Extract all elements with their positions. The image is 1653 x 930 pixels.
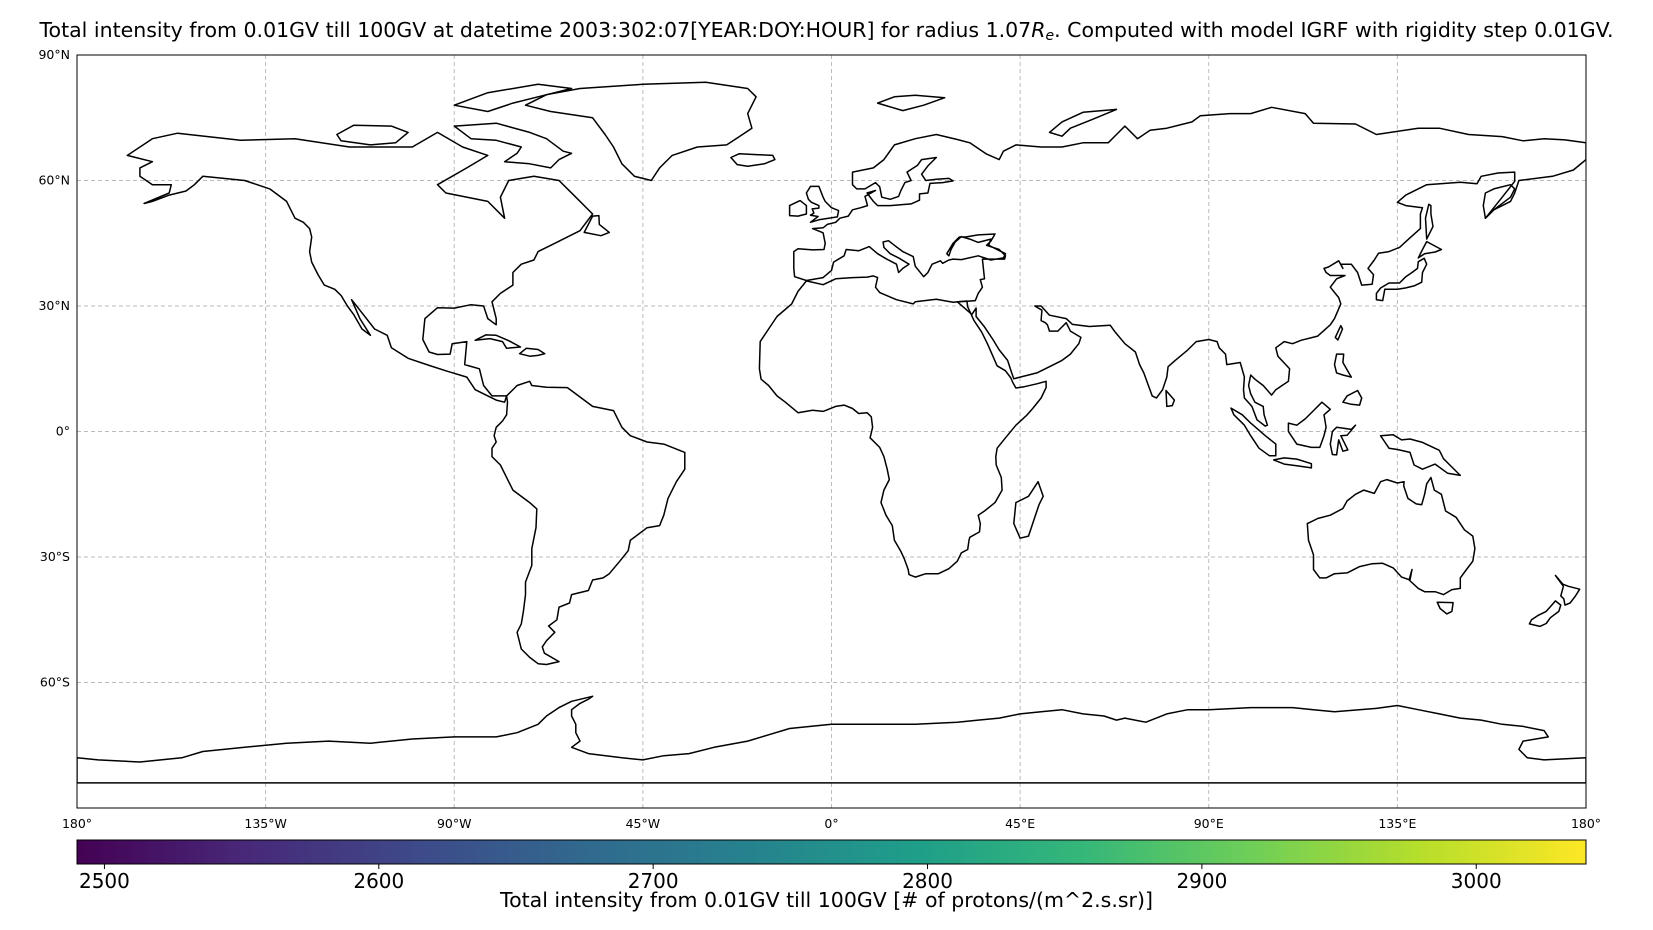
- colorbar-tick-label: 2500: [79, 869, 130, 893]
- coastline-borneo: [1287, 401, 1332, 449]
- latitude-tick-labels: 90°N 60°N 30°N 0° 30°S 60°S: [38, 47, 70, 690]
- colorbar-tick-label: 2600: [353, 869, 404, 893]
- coastline-north-america: [126, 131, 594, 403]
- coastline-sumatra: [1230, 407, 1277, 457]
- coastline-new-guinea: [1379, 434, 1462, 477]
- coastline-sri-lanka: [1165, 389, 1176, 408]
- lon-tick-label: 90°E: [1194, 816, 1224, 831]
- coastline-baffin-island: [453, 122, 573, 169]
- longitude-tick-labels: 180° 135°W 90°W 45°W 0° 45°E 90°E 135°E 180°: [62, 816, 1601, 831]
- colorbar-label: Total intensity from 0.01GV till 100GV […: [500, 888, 1153, 912]
- coastline-java: [1272, 457, 1313, 469]
- coastline-tasmania: [1436, 601, 1454, 615]
- coastline-antarctica: [77, 695, 1586, 784]
- plot-title: Total intensity from 0.01GV till 100GV a…: [0, 18, 1653, 44]
- lat-tick-label: 60°S: [40, 675, 70, 690]
- coastline-cuba: [474, 334, 522, 350]
- lon-tick-label: 135°E: [1378, 816, 1416, 831]
- coastline-eurasia: [793, 106, 1586, 427]
- map-frame: [76, 54, 1587, 809]
- lon-tick-label: 45°E: [1005, 816, 1035, 831]
- coastline-sakhalin: [1424, 203, 1434, 240]
- coastline-ellesmere-island: [453, 83, 573, 113]
- title-prefix: Total intensity from 0.01GV till 100GV a…: [39, 18, 1032, 42]
- lon-tick-label: 135°W: [244, 816, 286, 831]
- lat-tick-label: 0°: [56, 424, 70, 439]
- lon-tick-label: 45°W: [626, 816, 661, 831]
- coastline-hispaniola: [518, 347, 546, 357]
- lat-tick-label: 90°N: [38, 47, 70, 62]
- lat-tick-label: 60°N: [38, 173, 70, 188]
- lon-tick-label: 180°: [62, 816, 92, 831]
- coastline-south-america: [491, 380, 686, 666]
- gridlines: [77, 55, 1586, 808]
- lat-tick-label: 30°N: [38, 298, 70, 313]
- coastline-luzon: [1333, 353, 1353, 378]
- colorbar-tick-label: 2900: [1176, 869, 1227, 893]
- coastline-madagascar: [1013, 480, 1044, 539]
- coastline-ireland: [788, 199, 808, 217]
- lat-tick-label: 30°S: [40, 549, 70, 564]
- colorbar-tick-label: 2800: [902, 869, 953, 893]
- coastline-greenland: [524, 81, 757, 182]
- lon-tick-label: 180°: [1571, 816, 1601, 831]
- coastline-great-britain: [805, 185, 840, 224]
- colorbar-ticks: 2500 2600 2700 2800 2900 3000: [79, 864, 1502, 893]
- coastline-victoria-island: [336, 124, 409, 146]
- colorbar-tick-label: 2700: [628, 869, 679, 893]
- coastline-mindanao: [1342, 389, 1363, 406]
- coastline-australia: [1306, 476, 1476, 596]
- coastline-new-zealand-north: [1554, 574, 1581, 606]
- coastline-africa: [758, 275, 1047, 578]
- lon-tick-label: 0°: [824, 816, 838, 831]
- coastline-iceland: [730, 152, 776, 168]
- coastline-japan: [1375, 257, 1428, 302]
- coastline-kamchatka-area: [1482, 183, 1516, 219]
- lon-tick-label: 90°W: [437, 816, 472, 831]
- coastline-novaya-zemlya: [1048, 108, 1118, 137]
- title-suffix: . Computed with model IGRF with rigidity…: [1054, 18, 1614, 42]
- coastline-new-zealand-south: [1528, 600, 1562, 628]
- coastline-sulawesi: [1329, 424, 1357, 456]
- colorbar-tick-label: 3000: [1451, 869, 1502, 893]
- coastlines: [77, 81, 1586, 784]
- title-symbol: R: [1031, 18, 1046, 42]
- coastline-newfoundland: [583, 214, 611, 237]
- coastline-hokkaido: [1417, 240, 1443, 259]
- coastline-svalbard: [876, 94, 946, 112]
- coastline-taiwan: [1334, 324, 1344, 341]
- colorbar: [76, 839, 1587, 865]
- title-subscript: e: [1045, 28, 1055, 44]
